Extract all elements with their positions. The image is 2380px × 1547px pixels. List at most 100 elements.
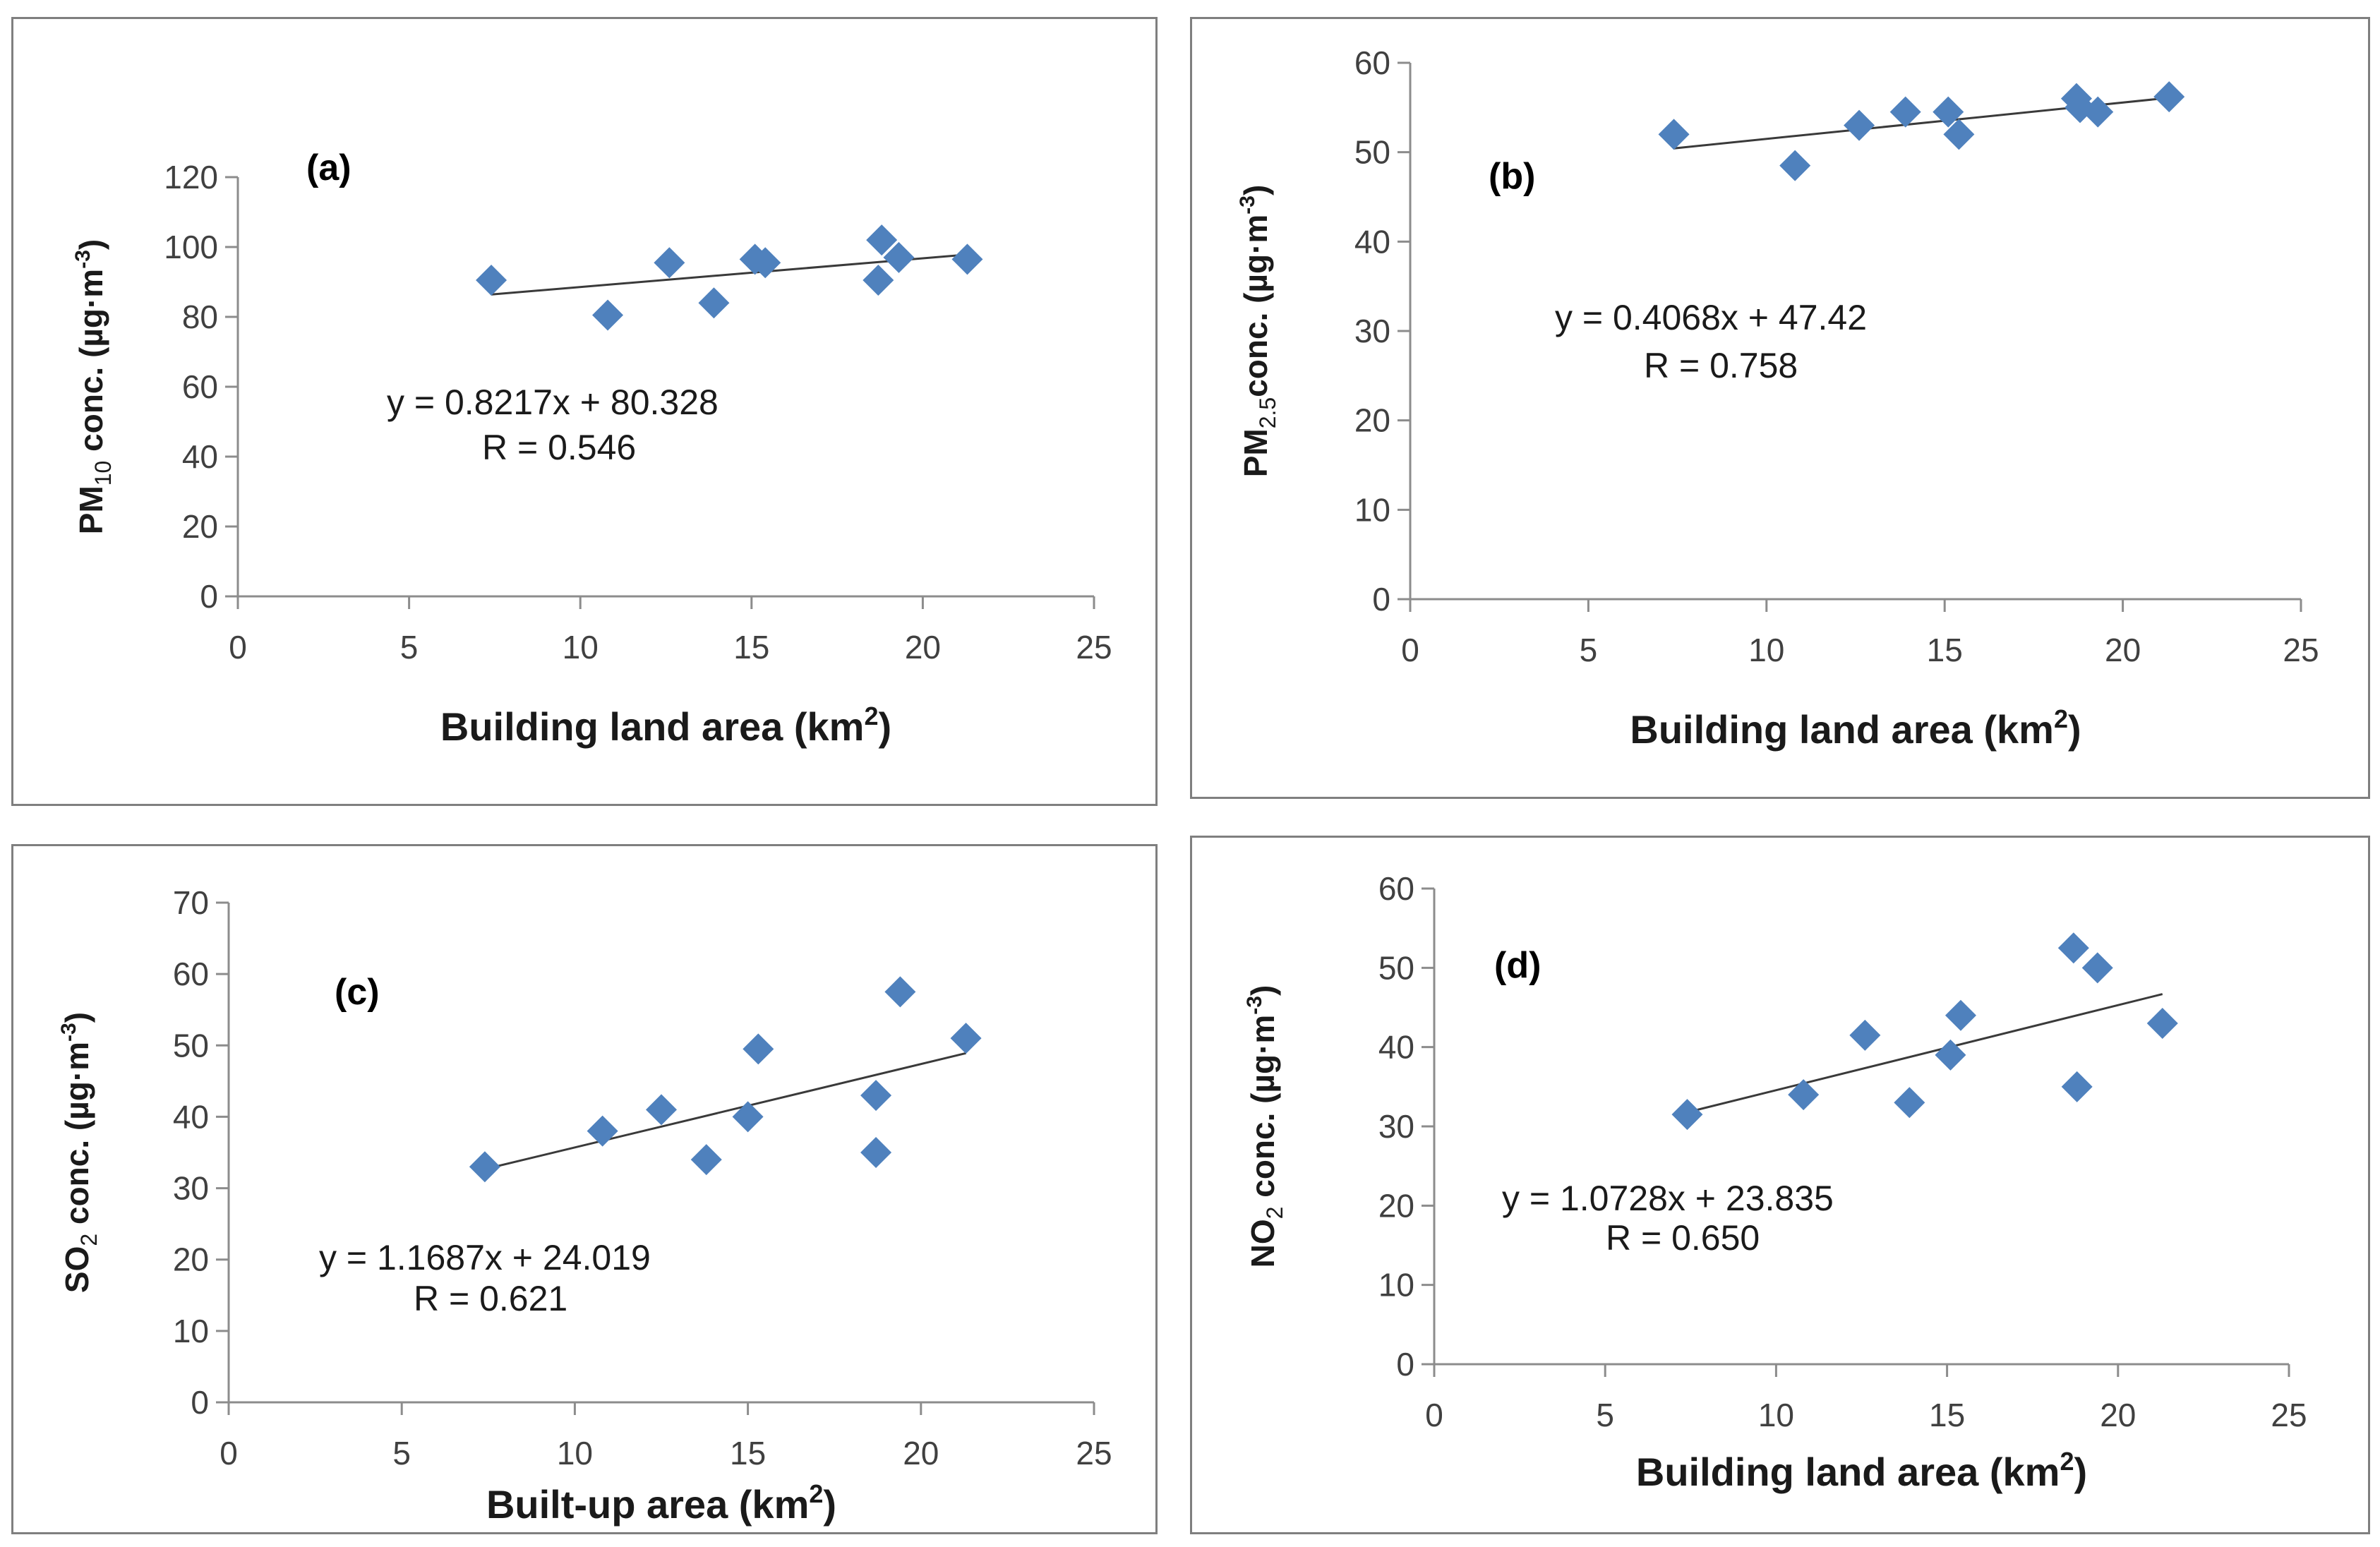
chart-d-svg: 0 10 20 30 40 50 60 0 5 10 15 20 25 (d) y = 1.0728x + … (1243, 870, 2307, 1494)
data-point (860, 1080, 892, 1112)
data-point (476, 265, 507, 296)
chart-panel-a: 0 20 40 60 80 100 120 0 5 10 15 20 25 (a) y = 0.8217x … (11, 17, 1158, 806)
data-point (951, 243, 983, 275)
data-point (654, 247, 685, 279)
y-tick-label: 40 (1354, 223, 1390, 260)
x-tick-label: 5 (400, 629, 419, 666)
trendline-equation: y = 1.0728x + 23.835 (1502, 1179, 1834, 1218)
x-tick-label: 25 (1076, 1435, 1112, 1471)
data-point (863, 265, 894, 296)
y-tick-label: 70 (173, 884, 209, 921)
r-value-label: R = 0.546 (482, 428, 636, 467)
x-tick-label: 5 (392, 1435, 411, 1471)
data-point (2146, 1007, 2178, 1039)
x-tick-label: 0 (1425, 1397, 1443, 1433)
x-tick-label: 20 (2105, 632, 2141, 668)
y-tick-label: 50 (1378, 949, 1414, 986)
data-point (883, 241, 915, 273)
data-point (690, 1144, 722, 1176)
y-axis-title: PM2.5conc. (µg·m-3) (1236, 185, 1280, 478)
y-tick-label: 20 (173, 1241, 209, 1278)
x-tick-label: 20 (903, 1435, 939, 1471)
x-tick-label: 15 (730, 1435, 766, 1471)
x-axis-title: Building land area (km2) (1636, 1447, 2087, 1494)
x-axis-title: Built-up area (km2) (486, 1479, 836, 1527)
data-point (1658, 119, 1690, 150)
trendline-equation: y = 1.1687x + 24.019 (319, 1238, 651, 1277)
y-tick-label: 0 (1372, 581, 1390, 618)
trendline-equation: y = 0.8217x + 80.328 (387, 383, 719, 422)
trendline-equation: y = 0.4068x + 47.42 (1555, 298, 1867, 337)
data-point (743, 1033, 774, 1065)
data-point (2081, 952, 2113, 984)
y-tick-label: 40 (173, 1098, 209, 1135)
y-tick-label: 40 (182, 438, 218, 475)
chart-panel-c: 0 10 20 30 40 50 60 70 0 5 10 15 20 25 (c) y = 1.1687x … (11, 844, 1158, 1534)
r-value-label: R = 0.650 (1606, 1218, 1760, 1258)
y-axis-title: SO2 conc. (µg·m-3) (57, 1012, 102, 1293)
chart-c-svg: 0 10 20 30 40 50 60 70 0 5 10 15 20 25 (c) y = 1.1687x … (57, 884, 1112, 1527)
y-tick-label: 30 (1354, 313, 1390, 349)
y-tick-label: 0 (191, 1384, 209, 1421)
y-tick-label: 20 (182, 508, 218, 545)
data-point (750, 247, 781, 279)
y-tick-label: 30 (173, 1170, 209, 1207)
data-point (866, 224, 898, 256)
x-axis-title: Building land area (km2) (1630, 704, 2081, 752)
panel-label: (c) (335, 972, 380, 1013)
data-point (1894, 1087, 1925, 1119)
data-point (1933, 96, 1964, 128)
data-point (1889, 96, 1921, 128)
trendline (1687, 993, 2163, 1114)
panel-label: (d) (1494, 945, 1541, 986)
x-tick-label: 10 (563, 629, 599, 666)
x-tick-label: 15 (1927, 632, 1963, 668)
data-point (1943, 119, 1975, 150)
data-point (1779, 150, 1811, 181)
chart-b-svg: 0 10 20 30 40 50 60 0 5 10 15 20 25 (b) y = 0.4068x + … (1236, 44, 2319, 752)
y-tick-label: 30 (1378, 1108, 1414, 1145)
r-value-label: R = 0.758 (1644, 346, 1798, 385)
y-tick-label: 0 (200, 578, 218, 615)
y-tick-label: 40 (1378, 1029, 1414, 1066)
panel-label: (b) (1489, 156, 1535, 197)
data-point (587, 1115, 618, 1147)
data-point (469, 1151, 500, 1183)
data-point (950, 1023, 982, 1054)
data-point (698, 287, 730, 319)
chart-panel-d: 0 10 20 30 40 50 60 0 5 10 15 20 25 (d) y = 1.0728x + … (1190, 836, 2370, 1534)
y-tick-label: 60 (1354, 44, 1390, 81)
x-tick-label: 10 (1748, 632, 1784, 668)
y-tick-label: 60 (182, 368, 218, 405)
y-tick-label: 60 (173, 956, 209, 992)
x-tick-label: 25 (2283, 632, 2319, 668)
data-point (1849, 1019, 1881, 1051)
y-tick-label: 80 (182, 299, 218, 335)
data-point (1844, 109, 1875, 141)
y-tick-label: 10 (1378, 1267, 1414, 1304)
x-tick-label: 0 (220, 1435, 238, 1471)
chart-panel-b: 0 10 20 30 40 50 60 0 5 10 15 20 25 (b) y = 0.4068x + … (1190, 17, 2370, 799)
data-point (732, 1101, 764, 1133)
data-point (1788, 1079, 1820, 1111)
x-tick-label: 20 (2100, 1397, 2136, 1433)
y-tick-label: 20 (1378, 1187, 1414, 1224)
data-point (2153, 81, 2185, 113)
x-tick-label: 0 (229, 629, 247, 666)
x-axis-title: Building land area (km2) (440, 702, 891, 749)
y-tick-label: 50 (173, 1027, 209, 1064)
data-point (884, 976, 916, 1008)
data-point (646, 1094, 677, 1126)
x-tick-label: 15 (1929, 1397, 1965, 1433)
x-tick-label: 10 (557, 1435, 593, 1471)
trendline (484, 1052, 966, 1171)
y-tick-label: 10 (1354, 491, 1390, 528)
y-tick-label: 60 (1378, 870, 1414, 907)
y-tick-label: 20 (1354, 402, 1390, 439)
data-point (1945, 999, 1976, 1031)
data-point (1671, 1099, 1703, 1131)
data-point (2082, 96, 2114, 128)
y-axis-title: NO2 conc. (µg·m-3) (1243, 985, 1287, 1268)
x-tick-label: 20 (905, 629, 941, 666)
data-point (2057, 932, 2089, 964)
